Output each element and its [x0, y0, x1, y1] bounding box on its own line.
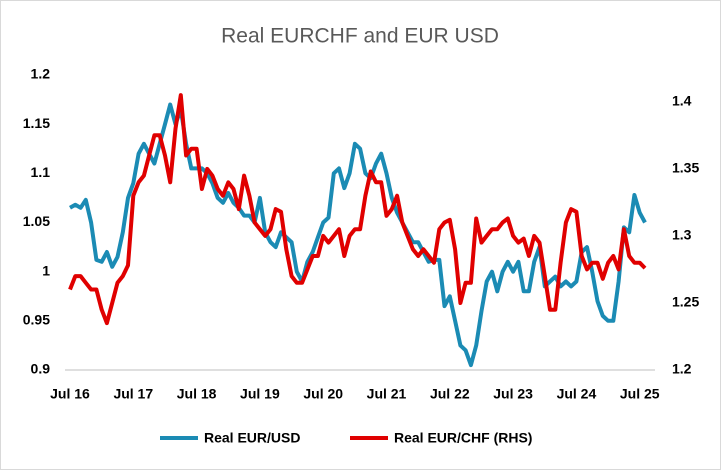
x-tick-label: Jul 22 [430, 386, 470, 402]
y-tick-label: 1.05 [23, 213, 50, 229]
y-tick-label: 0.95 [23, 312, 50, 328]
x-tick-label: Jul 23 [493, 386, 533, 402]
x-tick-label: Jul 20 [303, 386, 343, 402]
y-tick-label: 1.15 [23, 115, 50, 131]
x-tick-label: Jul 18 [177, 386, 217, 402]
y2-tick-label: 1.35 [672, 160, 699, 176]
x-tick-label: Jul 17 [113, 386, 153, 402]
y-tick-label: 0.9 [31, 361, 51, 377]
series-line [69, 102, 647, 368]
chart-title: Real EURCHF and EUR USD [221, 25, 499, 48]
y2-tick-label: 1.4 [672, 93, 692, 109]
y2-tick-label: 1.2 [672, 361, 692, 377]
series-line [68, 93, 647, 326]
y-tick-label: 1.1 [31, 164, 51, 180]
legend-label: Real EUR/USD [204, 430, 300, 446]
y-tick-label: 1 [42, 262, 50, 278]
y2-tick-label: 1.3 [672, 227, 692, 243]
y-tick-label: 1.2 [31, 66, 51, 82]
x-tick-label: Jul 25 [620, 386, 660, 402]
x-tick-label: Jul 24 [557, 386, 597, 402]
x-tick-label: Jul 16 [50, 386, 90, 402]
x-tick-label: Jul 21 [367, 386, 407, 402]
y2-tick-label: 1.25 [672, 294, 699, 310]
x-tick-label: Jul 19 [240, 386, 280, 402]
legend-label: Real EUR/CHF (RHS) [394, 430, 532, 446]
